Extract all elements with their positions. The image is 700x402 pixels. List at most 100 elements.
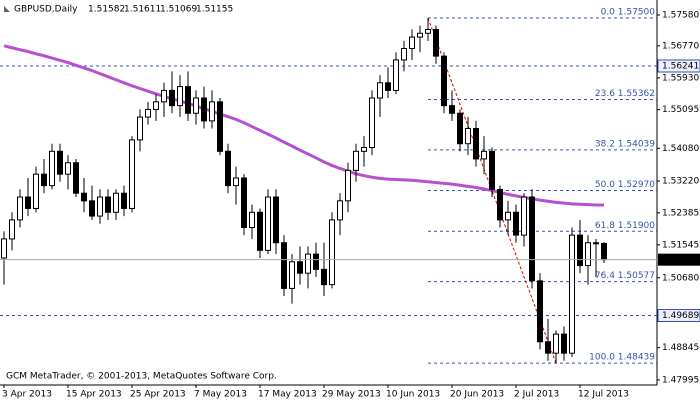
- price-label: 1.49689: [662, 311, 699, 321]
- candle-body: [601, 242, 607, 261]
- x-tick-label: 29 May 2013: [322, 390, 381, 400]
- fib-label: 23.6 1.55362: [595, 89, 655, 99]
- price-label-box: [657, 59, 700, 73]
- candle-body: [57, 150, 63, 175]
- candle-body: [457, 112, 463, 145]
- candle-body: [113, 192, 119, 213]
- candle-body: [145, 108, 151, 118]
- footer: GCM MetaTrader, © 2001-2013, MetaQuotes …: [6, 372, 277, 382]
- candle-body: [593, 242, 599, 245]
- candle-body: [81, 192, 87, 202]
- header-close: 1.51155: [196, 5, 233, 15]
- x-tick-label: 10 Jun 2013: [386, 390, 440, 400]
- candle-body: [169, 89, 175, 107]
- candle-body: [129, 139, 135, 209]
- candle-body: [321, 268, 327, 286]
- candle-body: [137, 116, 143, 141]
- candle-body: [513, 211, 519, 236]
- candle-body: [305, 253, 311, 274]
- candle-body: [505, 211, 511, 221]
- y-tick-label: 1.55095: [662, 105, 699, 115]
- price-label-box: [657, 309, 700, 323]
- candle-body: [361, 147, 367, 152]
- fib-label: 61.8 1.51900: [595, 221, 655, 231]
- candle-body: [313, 253, 319, 270]
- candle-body: [209, 101, 215, 122]
- candle-body: [569, 234, 575, 354]
- candle-body: [161, 89, 167, 103]
- candle-body: [585, 242, 591, 267]
- candle-body: [89, 200, 95, 217]
- moving-average: [3, 44, 604, 207]
- y-tick-label: 1.53220: [662, 177, 699, 187]
- candle-body: [425, 28, 431, 34]
- candle-body: [217, 101, 223, 152]
- candle-body: [441, 55, 447, 107]
- candle-body: [65, 162, 71, 175]
- current-price-box: [658, 253, 700, 266]
- candle-body: [473, 127, 479, 160]
- candle-body: [385, 82, 391, 91]
- y-tick-label: 1.56770: [662, 41, 699, 51]
- candle-body: [233, 177, 239, 187]
- candle-body: [481, 150, 487, 160]
- candle-body: [289, 261, 295, 289]
- y-tick-label: 1.55930: [662, 73, 699, 83]
- y-tick-label: 1.52385: [662, 208, 699, 218]
- header-high: 1.51611: [124, 5, 161, 15]
- x-tick-label: 15 Apr 2013: [66, 390, 122, 400]
- candle-body: [401, 48, 407, 61]
- candle-body: [9, 219, 15, 240]
- candle-body: [177, 86, 183, 107]
- candle-body: [121, 192, 127, 209]
- symbol-icon: [4, 6, 10, 12]
- fib-label: 50.0 1.52970: [595, 180, 655, 190]
- candle-body: [521, 196, 527, 236]
- x-tick-label: 17 May 2013: [258, 390, 317, 400]
- candle-body: [369, 97, 375, 149]
- candle-body: [1, 238, 7, 259]
- fib-label: 38.2 1.54039: [595, 139, 655, 149]
- chart-title: GBPUSD,Daily: [14, 5, 78, 15]
- candle-body: [185, 86, 191, 114]
- candle-body: [329, 219, 335, 286]
- header-open: 1.51582: [88, 5, 125, 15]
- candle-body: [249, 211, 255, 228]
- y-tick-label: 1.48845: [662, 343, 699, 353]
- price-label: 1.56241: [662, 61, 699, 71]
- candle-body: [281, 242, 287, 289]
- candle-body: [393, 59, 399, 91]
- candle-body: [577, 234, 583, 267]
- x-tick-label: 7 May 2013: [194, 390, 247, 400]
- x-tick-label: 12 Jul 2013: [578, 390, 629, 400]
- current-price-label: 1.51155: [662, 255, 699, 265]
- candle-body: [193, 97, 199, 114]
- candle-body: [105, 196, 111, 213]
- y-tick-label: 1.47995: [662, 376, 699, 386]
- candle-body: [153, 101, 159, 110]
- candle-body: [433, 28, 439, 57]
- candle-body: [33, 173, 39, 209]
- candle-body: [449, 105, 455, 114]
- candle-body: [377, 82, 383, 99]
- x-tick-label: 2 Jul 2013: [514, 390, 559, 400]
- candle-body: [353, 150, 359, 171]
- candle-body: [265, 196, 271, 251]
- candle-body: [537, 280, 543, 343]
- candle-body: [497, 188, 503, 221]
- candle-body: [489, 150, 495, 190]
- fib-trendline: [427, 17, 557, 364]
- candle-body: [529, 196, 535, 282]
- candle-body: [297, 261, 303, 274]
- candle-body: [17, 196, 23, 221]
- candle-body: [545, 341, 551, 354]
- y-tick-label: 1.50680: [662, 273, 699, 283]
- candle-body: [345, 169, 351, 202]
- fib-label: 100.0 1.48439: [589, 353, 655, 363]
- fib-label: 0.0 1.57500: [601, 8, 656, 18]
- y-tick-label: 1.51545: [662, 240, 699, 250]
- y-tick-label: 1.57580: [662, 11, 699, 21]
- candle-body: [257, 211, 263, 251]
- candle-body: [41, 173, 47, 187]
